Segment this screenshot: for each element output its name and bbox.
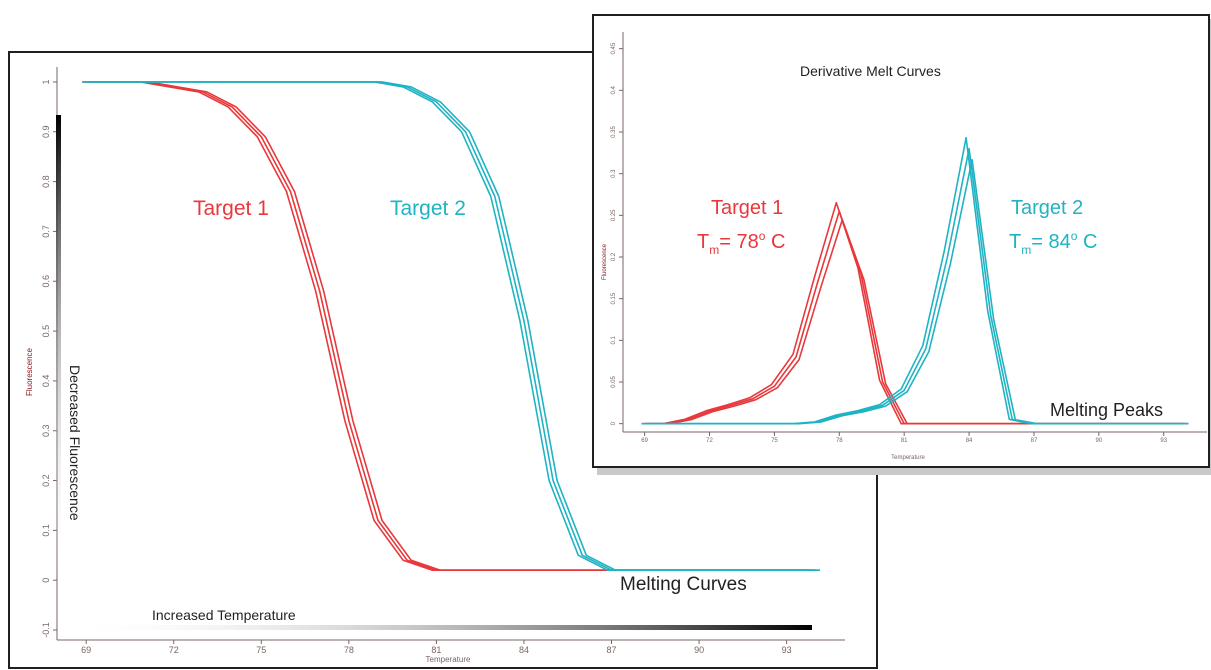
main-y-tick-label: 0.7 [41,225,51,238]
inset-y-tick-label: 0.05 [611,376,617,388]
main-x-tick-label: 69 [81,645,91,655]
inset-series-2-replicate-3 [647,158,1189,425]
main-y-tick-label: 0.1 [41,524,51,537]
main-x-tick-label: 84 [519,645,529,655]
derivative-series [641,136,1189,425]
inset-x-tick-label: 93 [1160,438,1167,444]
inset-y-tick-label: 0.45 [611,42,617,54]
main-series-2-replicate-3 [90,81,820,571]
inset-y-axis-title: Fluorescence [602,243,608,280]
main-series-2 [82,81,820,571]
inset-y-tick-label: 0.3 [611,169,617,178]
tm2-sub: m [1021,243,1031,257]
decreased-fluorescence-arrow [56,115,61,580]
inset-x-tick-label: 72 [706,438,713,444]
inset-y-tick-label: 0.35 [611,126,617,138]
main-y-tick-label: 0.5 [41,325,51,338]
melting-curves-caption: Melting Curves [620,574,747,595]
inset-target1-tm: Tm= 78o C [697,229,785,257]
main-x-tick-label: 90 [694,645,704,655]
increased-temperature-arrow [60,625,812,630]
decreased-fluorescence-label: Decreased Fluorescence [67,365,83,521]
derivative-melt-panel: 69 72 75 78 81 84 87 90 93 0 0.05 0.1 0.15 0.2 0.25 0.3… [592,14,1211,475]
inset-x-axis-title: Temperature [891,455,925,461]
main-x-tick-label: 93 [782,645,792,655]
main-y-tick-label: 0.4 [41,375,51,388]
inset-x-tick-label: 81 [901,438,908,444]
inset-series-2 [641,136,1189,425]
inset-x-tick-label: 90 [1096,438,1103,444]
inset-y-tick-label: 0.4 [611,86,617,95]
main-x-tick-label: 72 [169,645,179,655]
melting-curves-series [82,81,820,571]
main-y-tick-label: -0.1 [41,622,51,638]
main-y-axis-title: Fluorescence [25,347,34,396]
main-x-tick-label: 87 [607,645,617,655]
tm2-prefix: T [1009,231,1021,253]
inset-x-tick-label: 78 [836,438,843,444]
inset-x-tick-label: 69 [641,438,648,444]
inset-y-tick-label: 0.25 [611,209,617,221]
tm2-deg: o [1071,229,1078,243]
derivative-title: Derivative Melt Curves [800,63,941,79]
tm1-prefix: T [697,231,709,253]
main-y-tick-label: 0.9 [41,126,51,139]
main-y-tick-label: 0 [41,578,51,583]
increased-temperature-label: Increased Temperature [152,607,296,623]
main-x-axis-title: Temperature [426,655,471,664]
main-target1-label: Target 1 [193,197,269,220]
main-y-tick-label: 0.2 [41,474,51,487]
inset-x-tick-label: 87 [1031,438,1038,444]
inset-y-tick-label: 0.2 [611,252,617,261]
tm1-sub: m [709,243,719,257]
derivative-axes: 69 72 75 78 81 84 87 90 93 0 0.05 0.1 0.15 0.2 0.25 0.3… [611,32,1207,444]
main-x-tick-label: 78 [344,645,354,655]
inset-y-tick-label: 0.1 [611,336,617,345]
inset-target2-label: Target 2 [1011,197,1083,219]
inset-x-tick-label: 75 [771,438,778,444]
tm2-value: = 84 [1031,231,1070,253]
main-y-tick-label: 0.3 [41,424,51,437]
main-y-tick-label: 1 [41,79,51,84]
main-x-tick-label: 75 [256,645,266,655]
inset-y-tick-label: 0 [611,421,617,425]
melting-peaks-caption: Melting Peaks [1050,400,1163,420]
tm1-unit: C [765,231,785,253]
main-target2-label: Target 2 [390,197,466,220]
inset-target1-label: Target 1 [711,197,783,219]
main-y-tick-label: 0.6 [41,275,51,288]
tm1-value: = 78 [719,231,758,253]
inset-x-tick-label: 84 [966,438,973,444]
main-y-tick-label: 0.8 [41,175,51,188]
main-x-tick-label: 81 [431,645,441,655]
tm2-unit: C [1077,231,1097,253]
tm1-deg: o [759,229,766,243]
inset-target2-tm: Tm= 84o C [1009,229,1097,257]
inset-y-tick-label: 0.15 [611,292,617,304]
